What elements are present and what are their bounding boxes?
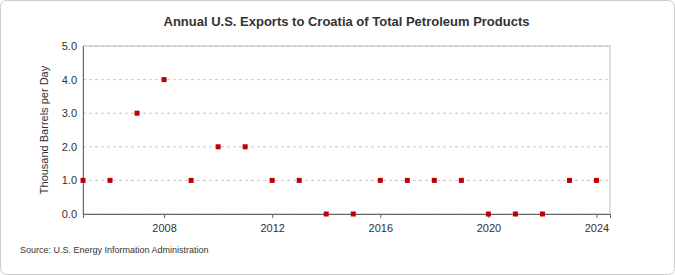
title: Annual U.S. Exports to Croatia of Total … <box>164 14 530 29</box>
point <box>297 178 302 183</box>
point <box>486 212 491 217</box>
background <box>1 1 675 275</box>
y-tick: 0.0 <box>62 208 83 220</box>
x-tick-label: 2012 <box>260 222 284 234</box>
x-tick: 2020 <box>477 214 501 234</box>
y-tick-label: 4.0 <box>62 74 77 86</box>
point <box>81 178 86 183</box>
y-tick-label: 3.0 <box>62 107 77 119</box>
y-axis: 0.0 1.0 2.0 3.0 4.0 5.0 <box>62 40 84 220</box>
x-axis: 2008 2012 2016 2020 2024 <box>84 214 611 234</box>
marks <box>81 77 599 216</box>
y-tick-label: 5.0 <box>62 40 77 52</box>
grid-line <box>83 113 610 114</box>
grid-line <box>83 180 610 181</box>
point <box>540 212 545 217</box>
y-tick: 1.0 <box>62 174 83 186</box>
grid <box>83 46 610 214</box>
source: Source: U.S. Energy Information Administ… <box>20 245 209 255</box>
point <box>432 178 437 183</box>
y-tick: 4.0 <box>62 74 83 86</box>
point <box>216 144 221 149</box>
point <box>162 77 167 82</box>
point <box>378 178 383 183</box>
x-tick-mark <box>272 214 273 218</box>
x-tick: 2008 <box>152 214 176 234</box>
point <box>513 212 518 217</box>
point <box>351 212 356 217</box>
x-tick-label: 2024 <box>585 222 609 234</box>
x-tick-mark <box>164 214 165 218</box>
y-tick: 5.0 <box>62 40 83 52</box>
plot-frame <box>83 46 610 214</box>
x-tick-mark <box>596 214 597 218</box>
x-tick-label: 2008 <box>152 222 176 234</box>
point <box>405 178 410 183</box>
x-tick-mark <box>380 214 381 218</box>
x-tick: 2012 <box>260 214 284 234</box>
y-tick-label: 0.0 <box>62 208 77 220</box>
point <box>459 178 464 183</box>
point <box>189 178 194 183</box>
point <box>567 178 572 183</box>
x-tick: 2016 <box>369 214 393 234</box>
grid-line <box>83 146 610 147</box>
point <box>324 212 329 217</box>
point <box>594 178 599 183</box>
x-tick: 2024 <box>585 214 609 234</box>
point <box>108 178 113 183</box>
x-tick-label: 2016 <box>369 222 393 234</box>
y-axis-title: Thousand Barrels per Day <box>38 65 50 194</box>
y-axis-line <box>83 47 84 215</box>
point <box>135 111 140 116</box>
plot: 0.0 1.0 2.0 3.0 4.0 5.0 2008 2012 2016 2020 2024 <box>62 40 611 234</box>
y-tick-label: 1.0 <box>62 174 77 186</box>
y-tick-label: 2.0 <box>62 141 77 153</box>
chart: 0.0 1.0 2.0 3.0 4.0 5.0 2008 2012 2016 2020 2024 An… <box>0 0 675 275</box>
y-tick: 3.0 <box>62 107 83 119</box>
x-axis-line <box>84 215 611 219</box>
x-tick-label: 2020 <box>477 222 501 234</box>
y-tick: 2.0 <box>62 141 83 153</box>
point <box>270 178 275 183</box>
point <box>243 144 248 149</box>
